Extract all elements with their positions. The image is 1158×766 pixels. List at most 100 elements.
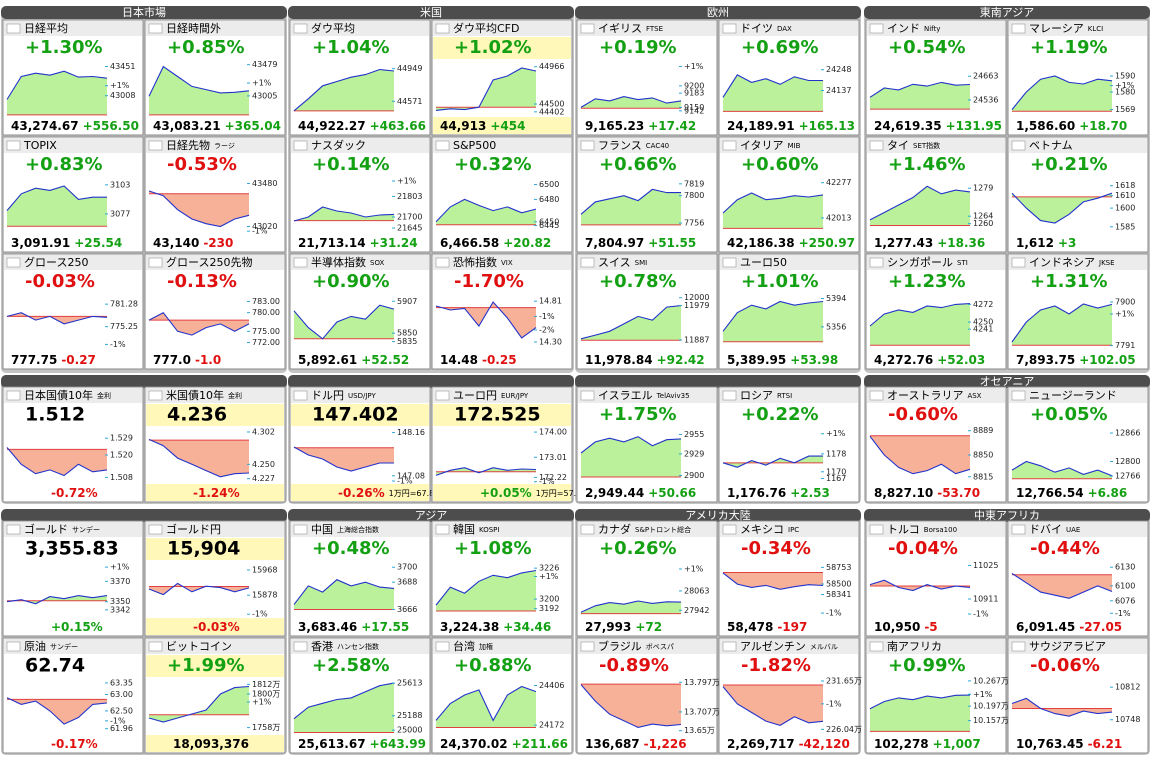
flag-icon (869, 140, 884, 151)
tick-label: 1.508 (110, 473, 133, 482)
pct-change: +1.30% (25, 37, 103, 58)
tick-label: 24172 (539, 721, 564, 730)
tile[interactable]: 日本国債10年 金利 1.529 1.520 1.508 1.512 -0.72% (2, 386, 144, 503)
tile[interactable]: 日経先物 ラージ 43480 43020-1% -0.53% 43,140 -230 (144, 136, 286, 253)
tick-label: 13.797万 (684, 678, 720, 687)
tile[interactable]: 日経時間外 43479 +1% 43005 +0.85% 43,083.21 +365.04 (144, 19, 286, 136)
tile[interactable]: ドバイ UAE 6130 6100 6076 -1% -0.44% 6,091.45 -27.0… (1007, 520, 1149, 637)
tile[interactable]: サウジアラビア 10812 10748 -0.06% 10,763.45 -6.21 (1007, 637, 1149, 754)
tile-name: メキシコ IPC (740, 523, 799, 536)
tile-name: 台湾 加権 (453, 639, 493, 653)
tile[interactable]: ダウ平均 44949 44571 +1.04% 44,922.27 +463.66 (289, 19, 431, 136)
area (7, 312, 107, 324)
group-title: オセアニア (980, 375, 1035, 388)
highlight (146, 538, 284, 560)
tick-label: 775.00 (252, 327, 280, 336)
tile-header (578, 639, 716, 654)
name: スイス (598, 256, 631, 269)
tick-label: 1600 (1115, 204, 1135, 213)
tile[interactable]: ゴールド円 15968 15878 -1% 15,904 -0.03% (144, 520, 286, 637)
tile[interactable]: 台湾 加権 24406 24172 +0.88% 24,370.02 +211.66 (431, 637, 573, 754)
tile[interactable]: アルゼンチン メルバル 231.65万 -1% 226.04万 -1.82% 2,269,7… (718, 637, 862, 754)
pct-change: +0.48% (312, 538, 390, 559)
price-line (148, 312, 250, 336)
group-title: 日本市場 (122, 5, 166, 19)
price: 10,950 (874, 620, 920, 634)
tile[interactable]: ブラジル ボベスパ 13.797万 13.707万 13.65万 -0.89% 136,68… (576, 637, 720, 754)
price-row: 1,176.76 +2.53 (727, 486, 830, 500)
tile[interactable]: イタリア MIB 42277 42013 +0.60% 42,186.38 +250.97 (718, 136, 860, 253)
tile[interactable]: 日経平均 43451 +1%43008 +1.30% 43,274.67 +556.50 (2, 19, 144, 136)
tick-label: 1618 (1115, 181, 1135, 190)
tile-bg (431, 136, 573, 253)
name: ドル円 (311, 389, 344, 402)
price-row: 10,763.45 -6.21 (1016, 737, 1122, 751)
tile[interactable]: インドネシア JKSE 7900 +1% 7791 +1.31% 7,893.75 +102.… (1007, 253, 1149, 370)
tick-label: 3226 (539, 564, 559, 573)
tile[interactable]: ドル円 USD/JPY 148.16 147.08-1% 147.402 -0.26% 1万… (289, 386, 439, 503)
tick-label: +1% (397, 177, 417, 186)
area (581, 189, 681, 225)
tile[interactable]: カナダ S&Pトロント総合 +1% 28063 27942 +0.26% 27,993 +72 (576, 520, 718, 637)
tile[interactable]: マレーシア KLCI 1590+1%1580 1569 +1.19% 1,586.60 +1… (1007, 19, 1149, 136)
tile[interactable]: トルコ Borsa100 11025 10911 -1% -0.04% 10,950 -5 (865, 520, 1007, 637)
name: ダウ平均CFD (453, 21, 519, 35)
tile[interactable]: ドイツ DAX 24248 24137 +0.69% 24,189.91 +165.13 (718, 19, 860, 136)
price-line (6, 447, 108, 477)
price-row: 10,950 -5 (874, 620, 938, 634)
sub: サンデー (72, 525, 100, 534)
tick-label: 7800 (684, 191, 704, 200)
price-line (722, 74, 823, 98)
tile[interactable]: 南アフリカ 10.267万 +1% 10.197万 10.157万 +0.99% 102,2… (865, 637, 1009, 754)
tile[interactable]: ニュージーランド 12866 12800 12766 +0.05% 12,766.54 +6… (1007, 386, 1149, 503)
area (7, 186, 107, 227)
tile[interactable]: 香港 ハンセン指数 25613 25188 25000 +2.58% 25,613.67 +6… (289, 637, 431, 754)
tick-label: 8815 (973, 472, 993, 481)
tile[interactable]: 中国 上海総合指数 3700 3688 3666 +0.48% 3,683.46 +17.55 (289, 520, 431, 637)
sub: UAE (1066, 526, 1080, 534)
tile[interactable]: ユーロ50 5394 5356 +1.01% 5,389.95 +53.98 (718, 253, 860, 370)
tile[interactable]: 恐怖指数 VIX 14.81 -1% -2% 14.30 -1.70% 14.48 -0.25 (431, 253, 573, 370)
price-line (1011, 75, 1113, 110)
tile-name: イギリス FTSE (598, 22, 663, 35)
group-title: 欧州 (707, 6, 729, 19)
tick-label: 43480 (252, 179, 277, 188)
tile[interactable]: イスラエル TelAviv35 2955 2929 2900 +1.75% 2,949.44… (576, 386, 718, 503)
tick-label: 24536 (973, 95, 998, 104)
group-header (1, 509, 287, 522)
price-row: 1,612 +3 (1016, 236, 1076, 250)
tile[interactable]: フランス CAC40 7819 7800 7756 +0.66% 7,804.97 +51.5… (576, 136, 718, 253)
change: -5 (924, 620, 937, 634)
tick-label: 1.529 (110, 434, 133, 443)
sub: S&Pトロント総合 (635, 525, 691, 534)
tick-label: 172.22 (539, 473, 567, 482)
tile[interactable]: グロース250 781.28 775.25 -1% -0.03% 777.75 -0.27 (2, 253, 144, 370)
price-row: 14.48 -0.25 (440, 353, 517, 367)
tile[interactable]: TOPIX 3103 3077 +0.83% 3,091.91 +25.54 (2, 136, 144, 253)
tile[interactable]: 米国債10年 金利 4.302 4.250 4.227 4.236 -1.24% (144, 386, 286, 503)
price-line (580, 436, 682, 454)
tile[interactable]: オーストラリア ASX 8889 8850 8815 -0.60% 8,827.10 -53.… (865, 386, 1007, 503)
tile[interactable]: インド Nifty 24663 24536 +0.54% 24,619.35 +131.95 (865, 19, 1007, 136)
tile[interactable]: グロース250先物 783.00 780.00 775.00 772.00 -0.13% 7… (144, 253, 286, 370)
sub: サンデー (50, 642, 78, 651)
tile-name: シンガポール STI (887, 256, 968, 269)
change-bottom: +0.15% (51, 620, 103, 634)
tile[interactable]: 原油 サンデー 63.35 63.00 62.50-1%61.96 62.74 -0.17% (2, 637, 144, 754)
tile[interactable]: ナスダック +1% 21803 21700 21645 +0.14% 21,713.14 +3… (289, 136, 431, 253)
flag-icon (148, 257, 163, 268)
tile[interactable]: ユーロ円 EUR/JPY 174.00 173.01 172.22-1% 172.525 +… (431, 386, 586, 503)
